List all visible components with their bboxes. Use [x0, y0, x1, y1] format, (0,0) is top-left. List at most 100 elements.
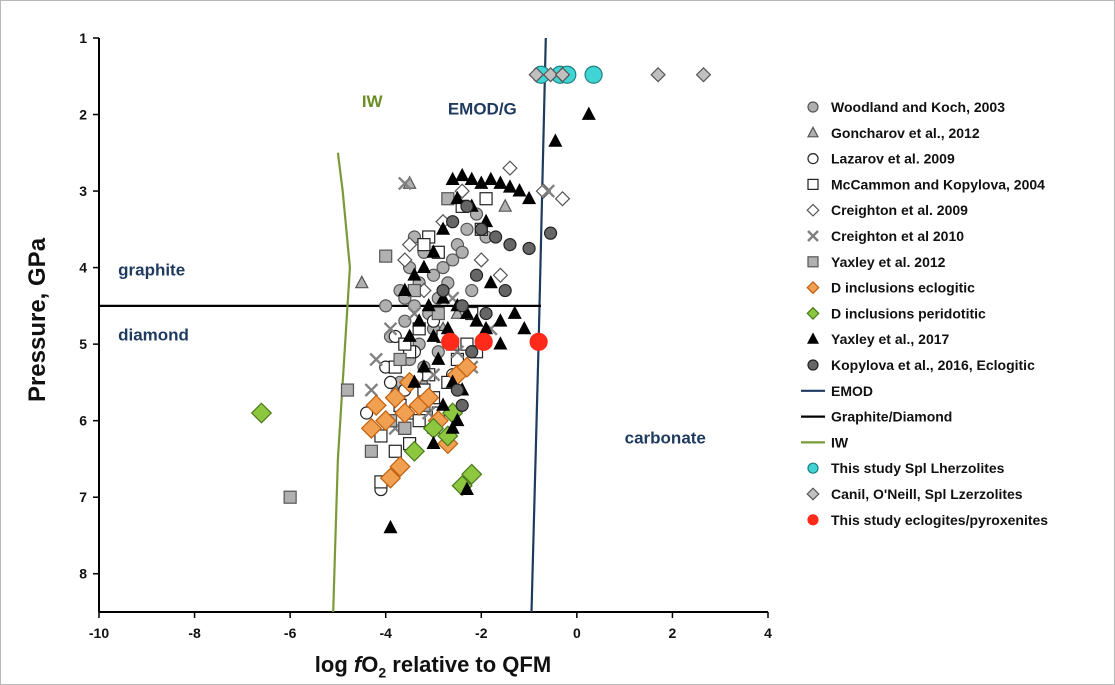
legend-label: Yaxley et al., 2017	[831, 331, 950, 347]
x-tick-label: -2	[475, 625, 488, 641]
data-point	[512, 183, 527, 197]
data-point	[426, 435, 441, 450]
data-point	[379, 249, 393, 263]
x-axis-title: log fO2 relative to QFM	[315, 652, 551, 680]
data-point	[354, 275, 369, 289]
data-point	[473, 252, 490, 268]
legend-item: IW	[801, 434, 849, 450]
data-point	[554, 190, 571, 207]
data-point	[445, 171, 460, 185]
data-point	[465, 283, 479, 298]
data-point	[479, 306, 493, 321]
legend-label: McCammon and Kopylova, 2004	[831, 176, 1045, 192]
data-point	[584, 65, 603, 84]
data-point	[455, 167, 470, 182]
data-point	[493, 175, 508, 189]
data-point	[250, 402, 273, 424]
data-point	[450, 383, 464, 397]
legend-marker	[806, 487, 820, 501]
line-iw	[332, 152, 351, 613]
data-point	[401, 236, 418, 253]
x-tick-label: -6	[284, 625, 297, 641]
data-point	[431, 351, 446, 365]
legend-marker	[807, 178, 819, 190]
data-point	[528, 66, 544, 83]
data-point	[469, 268, 484, 282]
y-axis-title: Pressure, GPa	[24, 237, 51, 403]
x-axis-title-subscript: 2	[378, 664, 387, 681]
region-label-emod-g: EMOD/G	[448, 100, 517, 119]
legend-item: EMOD	[801, 383, 873, 399]
data-point	[502, 179, 517, 193]
data-point	[364, 444, 378, 458]
legend-item: Woodland and Koch, 2003	[807, 99, 1005, 115]
data-point	[398, 314, 412, 328]
data-point	[483, 171, 498, 185]
legend-item: Creighton et al 2010	[807, 228, 964, 244]
legend-item: Lazarov et al. 2009	[807, 151, 955, 167]
legend-item: Kopylova et al., 2016, Eclogitic	[807, 357, 1035, 373]
data-point	[418, 387, 440, 409]
data-point	[446, 253, 460, 267]
data-point	[384, 387, 406, 409]
data-point	[374, 429, 388, 443]
legend-item: Creighton et al. 2009	[806, 202, 968, 218]
data-point	[548, 133, 563, 147]
legend-label: Creighton et al. 2009	[831, 202, 968, 218]
legend-item: Goncharov et al., 2012	[807, 125, 980, 141]
x-axis-title-o: O	[361, 652, 379, 677]
data-point	[450, 305, 465, 319]
data-point	[455, 398, 469, 412]
data-point	[469, 313, 484, 327]
legend-label: D inclusions eclogitic	[831, 280, 975, 296]
y-tick-label: 5	[79, 336, 87, 352]
data-point	[503, 238, 517, 252]
data-point	[517, 320, 532, 335]
x-tick-label: -10	[89, 625, 109, 641]
data-point	[498, 283, 512, 298]
legend-label: EMOD	[831, 383, 873, 399]
series-canil-o-neill-spl-lzerzolites	[528, 66, 712, 83]
y-tick-label: 8	[79, 566, 87, 582]
legend-item: This study Spl Lherzolites	[807, 460, 1005, 476]
data-point	[388, 444, 402, 458]
data-point	[459, 305, 474, 319]
data-point	[436, 290, 451, 304]
legend-label: Goncharov et al., 2012	[831, 125, 980, 141]
legend-label: Woodland and Koch, 2003	[831, 99, 1005, 115]
series-creighton-et-al-2009	[397, 160, 571, 299]
data-point	[502, 160, 518, 176]
data-point	[450, 412, 465, 427]
data-point	[479, 192, 493, 206]
data-point	[379, 467, 402, 489]
legend-marker	[806, 203, 820, 217]
legend-label: Creighton et al 2010	[831, 228, 964, 244]
legend-label: Graphite/Diamond	[831, 409, 952, 425]
data-point	[474, 222, 488, 236]
series-kopylova-et-al-2016-eclogitic	[436, 199, 558, 412]
data-point	[436, 221, 451, 235]
legend-marker	[807, 332, 819, 344]
data-point	[455, 245, 469, 259]
data-point	[397, 176, 412, 191]
legend-item: D inclusions eclogitic	[806, 280, 975, 296]
data-point	[542, 66, 559, 83]
legend-marker	[807, 126, 819, 138]
data-point	[529, 332, 548, 351]
data-point	[412, 414, 426, 428]
data-point	[436, 261, 450, 275]
legend-marker	[807, 462, 819, 474]
data-point	[474, 332, 493, 351]
data-point	[695, 66, 712, 83]
data-point	[389, 455, 411, 478]
y-tick-label: 7	[79, 489, 87, 505]
x-tick-label: -4	[379, 625, 392, 641]
data-point	[498, 198, 513, 212]
data-point	[489, 230, 503, 244]
data-point	[441, 332, 460, 351]
legend-marker	[807, 153, 819, 165]
y-tick-label: 4	[79, 260, 87, 276]
data-point	[421, 297, 436, 312]
